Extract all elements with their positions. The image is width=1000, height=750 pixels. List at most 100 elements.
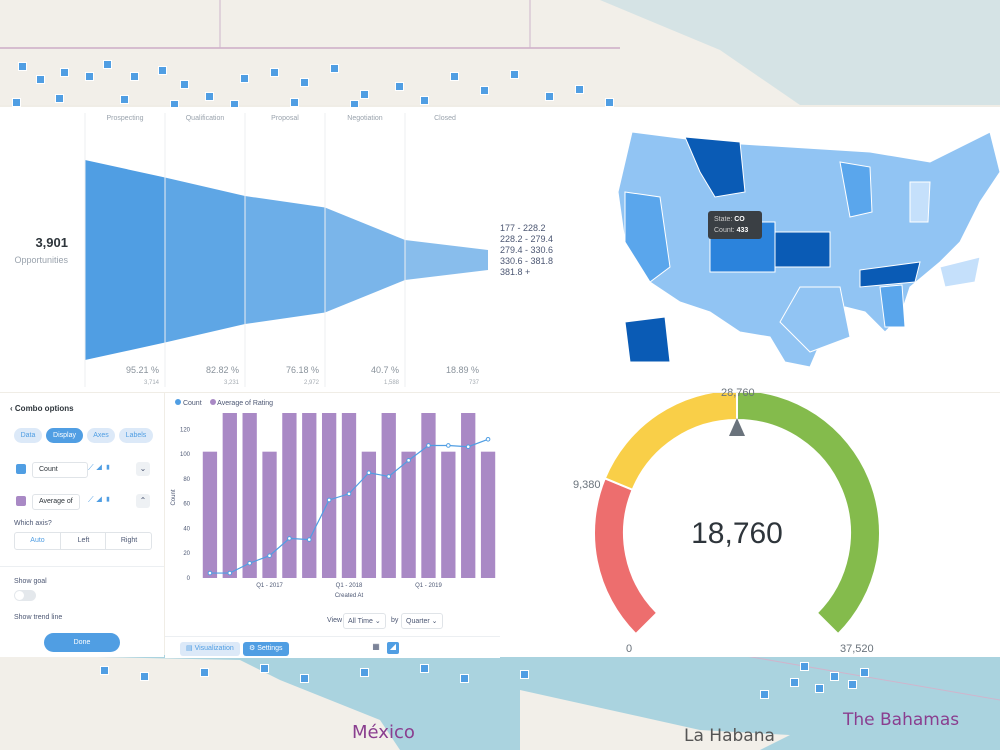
funnel-segment[interactable] — [245, 196, 325, 324]
line-point[interactable] — [287, 536, 292, 541]
chevron-down-icon[interactable]: ⌄ — [136, 462, 150, 476]
chart-view-icon[interactable]: ◢ — [387, 642, 399, 654]
bar[interactable] — [282, 413, 297, 578]
map-marker[interactable] — [18, 62, 27, 71]
series-color-swatch[interactable] — [16, 496, 26, 506]
chart-type-icons[interactable]: ⟋ ◢ ▮ — [88, 495, 111, 504]
map-marker[interactable] — [520, 670, 529, 679]
map-marker[interactable] — [300, 674, 309, 683]
map-marker[interactable] — [848, 680, 857, 689]
tab-data[interactable]: Data — [14, 428, 42, 443]
chevron-left-icon[interactable]: ‹ — [10, 404, 13, 413]
map-marker[interactable] — [200, 668, 209, 677]
map-marker[interactable] — [240, 74, 249, 83]
funnel-segment[interactable] — [85, 160, 165, 360]
line-point[interactable] — [446, 443, 451, 448]
map-marker[interactable] — [420, 96, 429, 105]
state-texas[interactable] — [779, 286, 851, 353]
map-marker[interactable] — [85, 72, 94, 81]
state-alabama[interactable] — [879, 284, 906, 328]
series-name-input[interactable]: Count — [32, 462, 88, 478]
combo-options-header[interactable]: ‹ Combo options — [10, 404, 74, 413]
done-button[interactable]: Done — [44, 633, 120, 652]
tab-display[interactable]: Display — [46, 428, 83, 443]
map-marker[interactable] — [790, 678, 799, 687]
map-marker[interactable] — [158, 66, 167, 75]
axis-option-left[interactable]: Left — [60, 533, 106, 549]
tab-axes[interactable]: Axes — [87, 428, 115, 443]
gauge-segment[interactable] — [603, 393, 738, 492]
axis-option-auto[interactable]: Auto — [30, 537, 45, 544]
bar[interactable] — [321, 413, 337, 578]
state-virginia[interactable] — [939, 256, 981, 288]
map-marker[interactable] — [605, 98, 614, 107]
line-point[interactable] — [306, 537, 312, 542]
bar[interactable] — [381, 413, 396, 578]
map-marker[interactable] — [860, 668, 869, 677]
legend-item-count[interactable]: Count — [182, 400, 202, 407]
bar[interactable] — [222, 413, 237, 578]
bar[interactable] — [480, 451, 496, 578]
by-select[interactable]: Quarter ⌄ — [401, 613, 443, 629]
bar[interactable] — [242, 413, 257, 578]
map-marker[interactable] — [460, 674, 469, 683]
map-marker[interactable] — [815, 684, 824, 693]
table-view-icon[interactable]: ▦ — [372, 642, 380, 651]
gauge-segment[interactable] — [593, 476, 659, 636]
map-marker[interactable] — [760, 690, 769, 699]
show-goal-toggle[interactable] — [14, 590, 36, 601]
line-point[interactable] — [465, 444, 471, 450]
bar[interactable] — [262, 451, 277, 578]
map-marker[interactable] — [510, 70, 519, 79]
line-point[interactable] — [227, 570, 233, 576]
map-marker[interactable] — [575, 85, 584, 94]
line-point[interactable] — [386, 474, 392, 479]
series-color-swatch[interactable] — [16, 464, 26, 474]
line-point[interactable] — [326, 497, 332, 503]
map-marker[interactable] — [420, 664, 429, 673]
line-point[interactable] — [207, 570, 213, 576]
legend-item-average-rating[interactable]: Average of Rating — [217, 400, 274, 407]
visualization-button[interactable]: ▤ Visualization — [180, 642, 240, 656]
line-point[interactable] — [406, 458, 411, 463]
map-marker[interactable] — [360, 668, 369, 677]
line-point[interactable] — [485, 436, 491, 442]
state-california[interactable] — [624, 191, 671, 283]
line-point[interactable] — [267, 553, 272, 559]
map-marker[interactable] — [480, 86, 489, 95]
state-kansas[interactable] — [774, 231, 831, 268]
state-tennessee[interactable] — [859, 261, 921, 288]
map-marker[interactable] — [260, 664, 269, 673]
bar[interactable] — [401, 451, 416, 578]
view-select[interactable]: All Time ⌄ — [343, 613, 386, 629]
funnel-segment[interactable] — [405, 240, 488, 280]
state-alaska[interactable] — [624, 316, 671, 363]
map-marker[interactable] — [450, 72, 459, 81]
gauge-segment[interactable] — [736, 393, 881, 636]
map-marker[interactable] — [290, 98, 299, 107]
bar[interactable] — [202, 451, 218, 578]
map-marker[interactable] — [36, 75, 45, 84]
map-marker[interactable] — [800, 662, 809, 671]
bar[interactable] — [302, 413, 317, 578]
map-marker[interactable] — [205, 92, 214, 101]
bar[interactable] — [441, 451, 456, 578]
state-montana[interactable] — [684, 136, 746, 198]
map-marker[interactable] — [120, 95, 129, 104]
bar[interactable] — [421, 413, 436, 578]
us-choropleth[interactable] — [610, 122, 1000, 382]
map-marker[interactable] — [100, 666, 109, 675]
map-marker[interactable] — [180, 80, 189, 89]
state-michigan[interactable] — [909, 181, 931, 223]
funnel-segment[interactable] — [325, 207, 405, 313]
map-marker[interactable] — [830, 672, 839, 681]
map-marker[interactable] — [395, 82, 404, 91]
map-marker[interactable] — [330, 64, 339, 73]
map-marker[interactable] — [140, 672, 149, 681]
map-marker[interactable] — [12, 98, 21, 107]
tab-labels[interactable]: Labels — [119, 428, 153, 443]
map-marker[interactable] — [545, 92, 554, 101]
series-name-input[interactable]: Average of — [32, 494, 80, 510]
map-marker[interactable] — [55, 94, 64, 103]
bar[interactable] — [461, 413, 476, 578]
